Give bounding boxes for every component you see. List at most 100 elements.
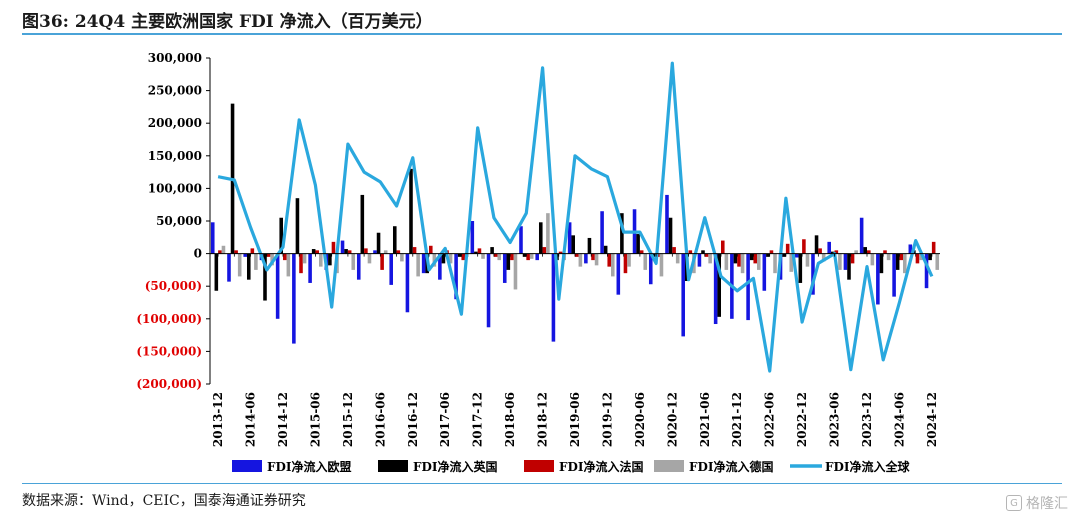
bar-uk: [409, 168, 413, 254]
bar-de: [513, 253, 518, 290]
y-tick-label: 300,000: [148, 51, 202, 65]
bar-uk: [879, 253, 884, 274]
bar-eu: [567, 222, 572, 254]
bar-fr: [607, 253, 612, 267]
x-tick-label: 2022-12: [795, 392, 809, 447]
bar-fr: [834, 250, 839, 254]
bar-eu: [210, 222, 215, 254]
x-tick-label: 2017-06: [438, 392, 452, 447]
bar-fr: [283, 253, 287, 261]
bar-de: [627, 253, 631, 267]
bar-eu: [600, 211, 604, 254]
legend-item-fr: FDI净流入法国: [524, 459, 644, 474]
bar-uk: [603, 245, 608, 254]
bar-fr: [672, 247, 676, 254]
bar-fr: [315, 250, 320, 254]
bar-uk: [701, 250, 705, 254]
bar-uk: [928, 253, 932, 261]
bar-uk: [636, 234, 640, 254]
bar-uk: [847, 253, 851, 280]
x-tick-label: 2020-06: [633, 392, 647, 447]
bar-uk: [766, 253, 770, 257]
bar-eu: [665, 194, 669, 254]
x-tick-label: 2024-06: [892, 392, 906, 447]
bar-uk: [344, 249, 348, 254]
bar-fr: [364, 248, 368, 254]
bar-fr: [591, 253, 595, 261]
bar-uk: [749, 253, 754, 261]
bar-eu: [648, 253, 653, 285]
bar-fr: [575, 253, 579, 257]
bar-eu: [356, 253, 361, 280]
bar-uk: [246, 253, 251, 280]
bar-uk: [490, 247, 494, 254]
bar-de: [400, 253, 404, 262]
x-tick-label: 2023-12: [860, 392, 874, 447]
figure-title: 图36: 24Q4 主要欧洲国家 FDI 净流入（百万美元）: [22, 12, 433, 32]
bar-fr: [883, 250, 887, 254]
watermark: G 格隆汇: [1006, 493, 1068, 513]
x-tick-label: 2021-12: [730, 392, 744, 447]
bar-de: [757, 253, 761, 270]
bar-de: [903, 253, 907, 274]
bar-de: [351, 253, 356, 270]
bar-eu: [470, 221, 475, 254]
x-tick-label: 2017-12: [471, 392, 485, 447]
bar-uk: [814, 235, 819, 254]
bar-eu: [697, 253, 702, 267]
bar-eu: [243, 253, 247, 257]
bar-fr: [915, 253, 920, 264]
bar-de: [854, 250, 858, 254]
bar-uk: [717, 253, 721, 317]
x-tick-label: 2020-12: [665, 392, 679, 447]
bar-fr: [737, 253, 741, 267]
bar-fr: [234, 250, 238, 254]
bar-eu: [227, 253, 231, 282]
bar-fr: [899, 253, 904, 261]
bar-uk: [441, 253, 446, 264]
bar-fr: [753, 253, 758, 264]
x-tick-label: 2016-06: [373, 392, 387, 447]
x-tick-label: 2014-12: [276, 392, 290, 447]
bar-eu: [827, 241, 831, 254]
bar-eu: [924, 253, 929, 289]
bar-fr: [623, 253, 628, 274]
bar-de: [497, 253, 502, 261]
bar-uk: [328, 253, 332, 266]
bar-de: [643, 253, 648, 270]
bar-uk: [214, 253, 219, 291]
bar-de: [578, 253, 583, 267]
bar-eu: [843, 253, 848, 270]
bar-fr: [412, 247, 417, 254]
bar-fr: [396, 250, 401, 254]
bar-fr: [688, 250, 693, 254]
bar-de: [659, 253, 664, 277]
bar-fr: [931, 241, 936, 254]
bar-fr: [704, 253, 709, 257]
legend-label-de: FDI净流入德国: [689, 459, 774, 474]
bar-eu: [681, 253, 685, 337]
bar-fr: [477, 248, 482, 254]
y-tick-label: 50,000: [156, 214, 202, 228]
bar-de: [886, 253, 891, 261]
bar-fr: [850, 253, 855, 264]
x-tick-label: 2019-06: [568, 392, 582, 447]
bar-de: [740, 253, 745, 274]
y-tick-label: (200,000): [136, 377, 202, 391]
bar-de: [302, 253, 307, 264]
bar-fr: [867, 250, 871, 254]
bar-fr: [558, 251, 563, 254]
bar-uk: [506, 253, 511, 270]
legend-label-eu: FDI净流入欧盟: [267, 459, 352, 474]
bar-eu: [373, 250, 377, 254]
bar-uk: [571, 235, 575, 254]
bar-de: [611, 253, 615, 277]
line-series: [217, 61, 934, 373]
bar-de: [594, 253, 599, 266]
y-tick-label: 0: [194, 247, 202, 261]
bar-eu: [292, 253, 296, 344]
bar-uk: [652, 253, 657, 257]
bar-eu: [811, 253, 815, 295]
bar-uk: [263, 253, 267, 301]
bar-uk: [733, 253, 738, 264]
